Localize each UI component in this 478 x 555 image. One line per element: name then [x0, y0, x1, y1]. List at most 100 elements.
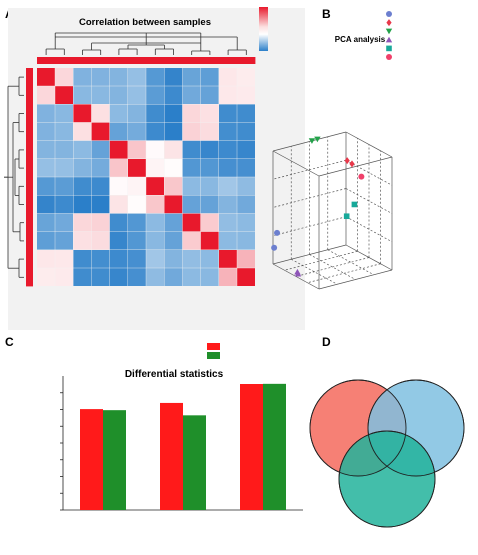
heatmap-cell [109, 86, 128, 104]
heatmap-cell [91, 140, 110, 159]
heatmap-cell [200, 195, 219, 214]
heatmap-cell [73, 122, 92, 141]
heatmap-cell [164, 195, 183, 214]
heatmap-cell [219, 250, 237, 268]
heatmap-cell [219, 140, 237, 159]
pca-grid-line [309, 254, 356, 280]
bar-up [240, 384, 263, 510]
heatmap-top-annotation-bar [37, 57, 256, 64]
heatmap-cell [109, 104, 128, 123]
heatmap-cell [128, 213, 146, 232]
heatmap-cell [37, 268, 55, 286]
heatmap-cell [182, 195, 201, 214]
heatmap-cell [55, 140, 73, 159]
heatmap-cell [91, 213, 110, 232]
heatmap-cell [200, 250, 219, 268]
pca-legend-marker [386, 11, 392, 17]
heatmap-cell [128, 250, 146, 268]
heatmap-cell [109, 268, 128, 286]
heatmap-cell [164, 231, 183, 250]
heatmap-cell [91, 177, 110, 195]
pca-point [294, 270, 302, 277]
correlation-heatmap: Correlation between samples [4, 7, 305, 330]
heatmap-cell [200, 177, 219, 195]
heatmap-cell [109, 122, 128, 141]
heatmap-cell [91, 231, 110, 250]
heatmap-cell [91, 122, 110, 141]
heatmap-cell [146, 86, 164, 104]
heatmap-cell [109, 195, 128, 214]
heatmap-cell [128, 159, 146, 177]
heatmap-cell [55, 213, 73, 232]
deg-bar-chart: Differential statistics [60, 343, 303, 511]
heatmap-cell [164, 177, 183, 195]
heatmap-cell [164, 268, 183, 286]
heatmap-cell [219, 177, 237, 195]
heatmap-cell [37, 122, 55, 141]
heatmap-cell [182, 68, 201, 86]
heatmap-cell [164, 159, 183, 177]
heatmap-cell [109, 177, 128, 195]
heatmap-cell [109, 140, 128, 159]
heatmap-cell [37, 68, 55, 86]
heatmap-cell [73, 231, 92, 250]
heatmap-cell [73, 104, 92, 123]
heatmap-cell [237, 68, 255, 86]
heatmap-cell [146, 195, 164, 214]
heatmap-cell [128, 122, 146, 141]
heatmap-cell [182, 104, 201, 123]
heatmap-cell [128, 268, 146, 286]
heatmap-cell [37, 250, 55, 268]
heatmap-cell [37, 213, 55, 232]
venn-set-outline [338, 430, 436, 528]
heatmap-cell [200, 68, 219, 86]
bar-up [80, 409, 103, 510]
heatmap-cell [91, 68, 110, 86]
bar-chart-title: Differential statistics [125, 369, 224, 380]
heatmap-cell [73, 86, 92, 104]
heatmap-cell [73, 213, 92, 232]
heatmap-cell [146, 159, 164, 177]
pca-title: PCA analysis [335, 35, 386, 44]
heatmap-cell [164, 250, 183, 268]
heatmap-cell [146, 68, 164, 86]
heatmap-cell [91, 195, 110, 214]
heatmap-cell [109, 159, 128, 177]
heatmap-cell [219, 86, 237, 104]
heatmap-cell [37, 177, 55, 195]
heatmap-cell [164, 140, 183, 159]
heatmap-cell [237, 122, 255, 141]
pca-grid-line [345, 216, 393, 243]
venn-set-outline [309, 379, 407, 477]
heatmap-cell [55, 177, 73, 195]
heatmap-cell [73, 159, 92, 177]
heatmap-cell [200, 122, 219, 141]
heatmap-cell [128, 104, 146, 123]
heatmap-cell [55, 68, 73, 86]
heatmap-cell [55, 268, 73, 286]
heatmap-cell [55, 104, 73, 123]
heatmap-cell [237, 177, 255, 195]
heatmap-cell [91, 268, 110, 286]
heatmap-cell [109, 68, 128, 86]
heatmap-cell [182, 159, 201, 177]
heatmap-cell [237, 104, 255, 123]
heatmap-cell [128, 140, 146, 159]
heatmap-cell [237, 231, 255, 250]
heatmap-cell [146, 268, 164, 286]
pca-legend-marker [386, 45, 392, 52]
heatmap-cell [219, 122, 237, 141]
bar-up [160, 402, 183, 510]
heatmap-cell [200, 159, 219, 177]
heatmap-cell [237, 159, 255, 177]
heatmap-cell [146, 140, 164, 159]
heatmap-cell [73, 177, 92, 195]
pca-point [308, 138, 316, 144]
heatmap-cell [237, 213, 255, 232]
pca-grid-line [272, 159, 347, 180]
pca-grid-line [345, 188, 393, 214]
heatmap-cell [219, 104, 237, 123]
pca-point [351, 201, 358, 208]
panel-label-d: D [322, 335, 331, 349]
